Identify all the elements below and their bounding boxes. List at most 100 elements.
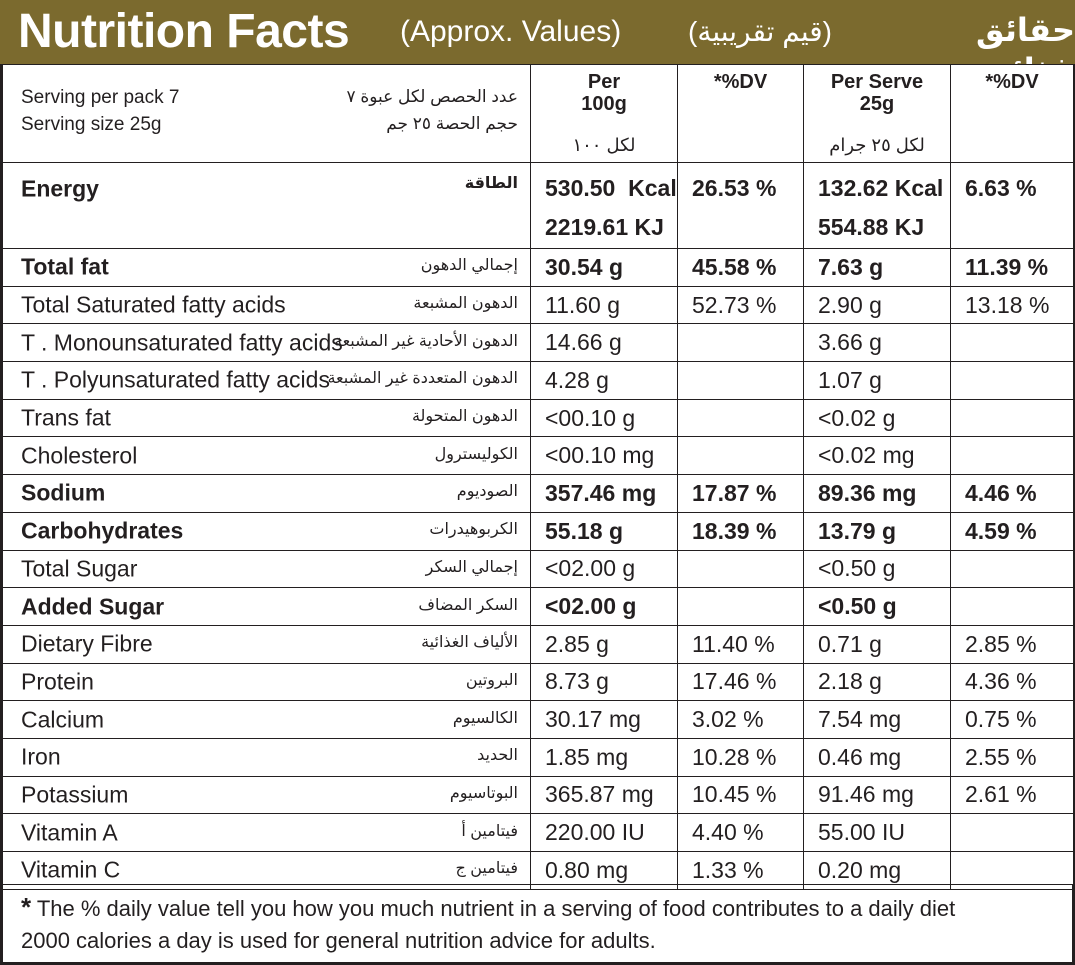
nutrient-label-cell: T . Monounsaturated fatty acids الدهون ال… [2, 323, 531, 363]
value-per-100g: 14.66 g [530, 323, 678, 363]
nutrient-name: Sodium [21, 479, 106, 506]
table-row: Vitamin C فيتامين ج 0.80 mg 1.33 % 0.20 mg [2, 851, 1074, 890]
value-per-serve: 7.63 g [803, 248, 951, 287]
value-per-100g: 11.60 g [530, 285, 678, 325]
value-per-100g: 357.46 mg [530, 474, 678, 513]
value-per-100g: 220.00 IU [530, 813, 678, 852]
value-per-100g: 365.87 mg [530, 775, 678, 815]
dv-per-serve: 0.75 % [950, 700, 1074, 739]
nutrient-name-ar: الحديد [477, 747, 518, 765]
nutrient-name-ar: الكربوهيدرات [429, 521, 518, 539]
nutrient-name: Vitamin A [21, 819, 118, 846]
dv-per-serve [950, 323, 1074, 363]
dv-per-serve: 11.39 % [950, 248, 1074, 287]
energy-per-100g-kj: 2219.61 KJ [545, 214, 664, 240]
energy-label: Energy [21, 175, 99, 202]
col-per-serve: Per Serve 25g لكل ٢٥ جرام [803, 64, 951, 163]
dv-per-100g: 45.58 % [677, 248, 804, 287]
table-row: Protein البروتين 8.73 g 17.46 % 2.18 g 4.36 % [2, 662, 1074, 702]
table-row: Dietary Fibre الألياف الغذائية 2.85 g 11.40… [2, 624, 1074, 664]
value-per-100g: 30.17 mg [530, 700, 678, 739]
value-per-serve: 89.36 mg [803, 474, 951, 513]
nutrient-name: Total fat [21, 253, 109, 280]
nutrient-label-cell: Added Sugar السكر المضاف [2, 587, 531, 626]
table-row: Trans fat الدهون المتحولة <00.10 g <0.02 g [2, 398, 1074, 438]
nutrient-name: Calcium [21, 706, 105, 733]
nutrient-label-cell: Calcium الكالسيوم [2, 700, 531, 739]
dv-per-serve: 2.61 % [950, 775, 1074, 815]
asterisk: * [21, 892, 32, 922]
col-dv-1-label: *%DV [713, 71, 768, 93]
nutrient-name: Potassium [21, 781, 129, 808]
dv-per-serve [950, 436, 1074, 476]
col-dv-2: *%DV [950, 64, 1074, 163]
nutrient-name-ar: البروتين [465, 671, 518, 689]
header-banner: Nutrition Facts (Approx. Values) (قيم تق… [0, 0, 1075, 88]
dv-per-serve: 13.18 % [950, 285, 1074, 325]
dv-per-100g [677, 361, 804, 400]
energy-label-cell: Energy الطاقة [2, 162, 531, 249]
value-per-serve: 0.46 mg [803, 737, 951, 777]
title: Nutrition Facts [18, 5, 350, 58]
subtitle: (Approx. Values) [400, 15, 622, 48]
col-per-serve-line1: Per Serve [830, 71, 924, 93]
value-per-serve: 2.18 g [803, 662, 951, 702]
nutrient-name: Total Sugar [21, 555, 138, 582]
nutrient-name-ar: الدهون الأحادية غير المشبعة [334, 332, 518, 350]
table-row: Added Sugar السكر المضاف <02.00 g <0.50 g [2, 587, 1074, 626]
dv-per-100g [677, 323, 804, 363]
col-dv-2-label: *%DV [985, 71, 1039, 93]
nutrient-name: Vitamin C [21, 856, 121, 883]
energy-per-100g: 530.50 Kcal 2219.61 KJ [530, 162, 678, 249]
nutrient-label-cell: Total Sugar إجمالي السكر [2, 549, 531, 589]
nutrient-name-ar: الدهون المتعددة غير المشبعة [327, 370, 518, 388]
col-per-100g-ar: لكل ١٠٠ [572, 135, 636, 155]
table-row: Iron الحديد 1.85 mg 10.28 % 0.46 mg 2.55 % [2, 737, 1074, 777]
col-per-100g-line2: 100g [581, 93, 627, 115]
table-row: Total fat إجمالي الدهون 30.54 g 45.58 % 7.63… [2, 248, 1074, 287]
nutrient-label-cell: Total fat إجمالي الدهون [2, 248, 531, 287]
nutrient-name: T . Monounsaturated fatty acids [21, 329, 343, 356]
nutrient-label-cell: Protein البروتين [2, 662, 531, 702]
serving-per-pack-ar: عدد الحصص لكل عبوة ٧ [346, 87, 518, 106]
dv-per-100g [677, 436, 804, 476]
energy-per-serve: 132.62 Kcal 554.88 KJ [803, 162, 951, 249]
col-per-serve-ar: لكل ٢٥ جرام [829, 135, 925, 155]
dv-per-serve [950, 398, 1074, 438]
nutrient-label-cell: Carbohydrates الكربوهيدرات [2, 511, 531, 551]
nutrient-name-ar: فيتامين أ [461, 822, 518, 840]
footnote-row: * The % daily value tell you how you muc… [2, 884, 1073, 963]
dv-per-serve: 2.85 % [950, 624, 1074, 664]
table-row: Total Sugar إجمالي السكر <02.00 g <0.50 g [2, 549, 1074, 589]
nutrient-label-cell: T . Polyunsaturated fatty acids الدهون ال… [2, 361, 531, 400]
nutrient-name: Protein [21, 668, 94, 695]
nutrient-name-ar: السكر المضاف [418, 596, 518, 614]
value-per-100g: 4.28 g [530, 361, 678, 400]
table-row: Vitamin A فيتامين أ 220.00 IU 4.40 % 55.00 I… [2, 813, 1074, 852]
value-per-serve: 55.00 IU [803, 813, 951, 852]
value-per-100g: 30.54 g [530, 248, 678, 287]
energy-per-serve-kj: 554.88 KJ [818, 214, 925, 240]
nutrient-label-cell: Iron الحديد [2, 737, 531, 777]
footnote-line2: 2000 calories a day is used for general … [21, 928, 656, 953]
energy-per-100g-kcal: 530.50 Kcal [545, 175, 677, 201]
nutrient-name-ar: إجمالي الدهون [420, 257, 518, 275]
value-per-serve: <0.50 g [803, 549, 951, 589]
nutrient-label-cell: Vitamin A فيتامين أ [2, 813, 531, 852]
nutrient-label-cell: Trans fat الدهون المتحولة [2, 398, 531, 438]
dv-per-serve: 2.55 % [950, 737, 1074, 777]
serving-size-ar: حجم الحصة ٢٥ جم [386, 114, 518, 133]
nutrient-label-cell: Sodium الصوديوم [2, 474, 531, 513]
dv-per-serve [950, 813, 1074, 852]
value-per-100g: 2.85 g [530, 624, 678, 664]
dv-per-serve: 4.36 % [950, 662, 1074, 702]
nutrient-name-ar: الدهون المشبعة [413, 295, 518, 313]
dv-per-serve [950, 587, 1074, 626]
value-per-serve: 2.90 g [803, 285, 951, 325]
nutrient-name-ar: الألياف الغذائية [421, 634, 518, 652]
value-per-serve: <0.02 mg [803, 436, 951, 476]
nutrient-label-cell: Dietary Fibre الألياف الغذائية [2, 624, 531, 664]
footnote: * The % daily value tell you how you muc… [2, 884, 1073, 963]
dv-per-100g [677, 587, 804, 626]
nutrient-name-ar: الكالسيوم [452, 709, 518, 727]
